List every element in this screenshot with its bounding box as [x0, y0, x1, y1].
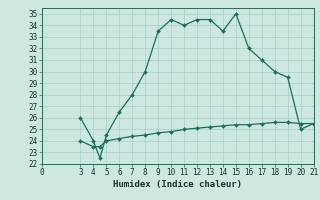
X-axis label: Humidex (Indice chaleur): Humidex (Indice chaleur) [113, 180, 242, 189]
